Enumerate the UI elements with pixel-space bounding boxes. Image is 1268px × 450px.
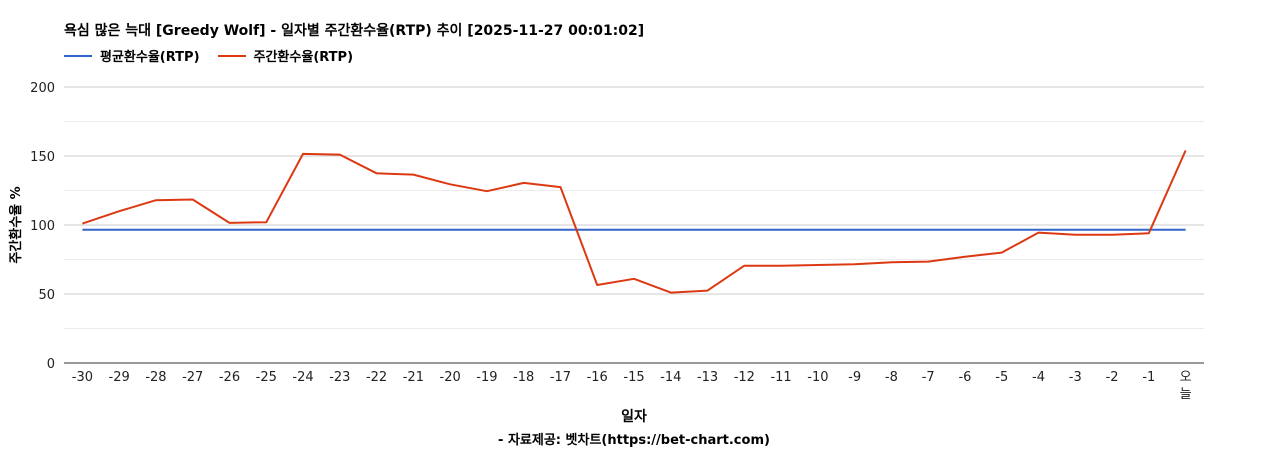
- x-tick-label: -16: [587, 370, 608, 385]
- y-tick-label: 150: [30, 150, 55, 165]
- legend-item-weekly[interactable]: 주간환수율(RTP): [217, 46, 354, 65]
- y-tick-label: 50: [38, 288, 55, 303]
- x-tick-label: -7: [922, 370, 935, 385]
- x-tick-label: -11: [770, 370, 791, 385]
- legend-label-average: 평균환수율(RTP): [100, 50, 200, 65]
- x-tick-label: -21: [403, 370, 424, 385]
- x-tick-label: -2: [1106, 370, 1119, 385]
- x-tick-label: -18: [513, 370, 534, 385]
- x-tick-label: -25: [256, 370, 277, 385]
- x-tick-label: -20: [440, 370, 461, 385]
- chart-title: 욕심 많은 늑대 [Greedy Wolf] - 일자별 주간환수율(RTP) …: [64, 23, 645, 39]
- x-tick-label: -29: [109, 370, 130, 385]
- x-tick-label: -15: [623, 370, 644, 385]
- x-tick-label: -26: [219, 370, 240, 385]
- x-tick-label: -23: [329, 370, 350, 385]
- weekly-rtp-line: [82, 150, 1187, 294]
- x-tick-label: -3: [1069, 370, 1082, 385]
- x-tick-label: -22: [366, 370, 387, 385]
- source-note: - 자료제공: 벳차트(https://bet-chart.com): [498, 433, 770, 448]
- x-tick-label: -12: [734, 370, 755, 385]
- x-tick-label: -10: [807, 370, 828, 385]
- legend-swatch-weekly: [217, 54, 246, 57]
- legend-label-weekly: 주간환수율(RTP): [253, 50, 354, 65]
- x-tick-label: -9: [848, 370, 861, 385]
- x-tick-label: -30: [72, 370, 93, 385]
- x-tick-label: -24: [292, 370, 313, 385]
- x-tick-label: -1: [1142, 370, 1155, 385]
- x-tick-label: -13: [697, 370, 718, 385]
- legend: 평균환수율(RTP) 주간환수율(RTP): [64, 46, 353, 65]
- legend-swatch-average: [64, 54, 92, 57]
- x-tick-label: -5: [995, 370, 1008, 385]
- y-tick-label: 0: [47, 357, 55, 372]
- x-tick-label: -19: [476, 370, 497, 385]
- x-tick-label: 오: [1180, 370, 1192, 385]
- x-axis-title: 일자: [621, 409, 647, 425]
- x-tick-label: -17: [550, 370, 571, 385]
- y-axis-title: 주간환수율 %: [8, 186, 24, 263]
- x-tick-label: -8: [885, 370, 898, 385]
- legend-item-average[interactable]: 평균환수율(RTP): [64, 46, 200, 65]
- x-tick-label: 늘: [1180, 387, 1192, 402]
- x-tick-label: -14: [660, 370, 681, 385]
- x-tick-label: -4: [1032, 370, 1045, 385]
- x-tick-label: -27: [182, 370, 203, 385]
- x-tick-label: -28: [145, 370, 166, 385]
- x-tick-label: -6: [958, 370, 971, 385]
- y-tick-label: 100: [30, 219, 55, 234]
- y-tick-label: 200: [30, 81, 55, 96]
